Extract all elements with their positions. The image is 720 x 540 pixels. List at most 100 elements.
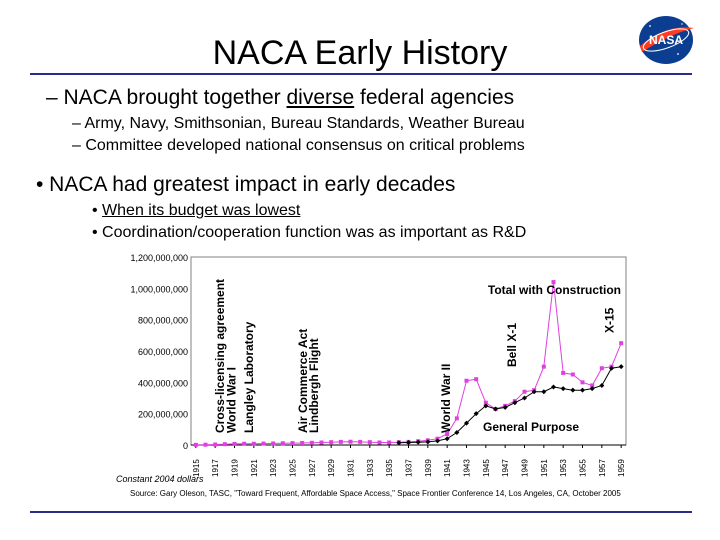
data-point-general (560, 386, 566, 392)
x-tick-label: 1941 (443, 459, 452, 477)
data-point-total (570, 372, 575, 377)
data-point-general (522, 395, 527, 401)
data-point-total (367, 440, 372, 445)
sub-bullet-agencies-list: – Army, Navy, Smithsonian, Bureau Standa… (72, 115, 525, 132)
data-point-general (464, 420, 469, 426)
data-point-general (444, 436, 450, 442)
x-tick-label: 1937 (405, 459, 414, 477)
data-point-total (522, 389, 527, 394)
data-point-general (531, 389, 537, 395)
footer-rule (30, 511, 692, 513)
data-point-total (300, 440, 305, 445)
sub-bullet-budget: • When its budget was lowest (92, 202, 300, 220)
bullet-impact: • NACA had greatest impact in early deca… (36, 173, 456, 196)
x-tick-label: 1951 (540, 459, 549, 477)
legend-label-general: General Purpose (483, 420, 579, 434)
data-point-total (348, 439, 353, 444)
event-annotation: Bell X-1 (505, 323, 519, 367)
x-tick-label: 1929 (327, 459, 336, 477)
sub3-underlined: When its budget was lowest (102, 202, 301, 219)
bullet1-underlined: diverse (286, 86, 355, 109)
event-annotation: Lindbergh Flight (307, 338, 321, 433)
data-point-total (387, 440, 392, 445)
data-point-general (580, 387, 585, 393)
data-point-general (512, 400, 518, 406)
data-point-general (406, 439, 411, 445)
event-annotation: Cross-licensing agreement (213, 279, 227, 433)
x-tick-label: 1927 (308, 459, 317, 477)
data-point-total (309, 440, 314, 445)
sub-bullet-coordination: • Coordination/cooperation function was … (92, 224, 527, 241)
x-tick-label: 1939 (424, 459, 433, 477)
data-point-total (580, 380, 585, 385)
data-point-general (609, 365, 614, 371)
data-point-general (425, 439, 431, 445)
data-point-total (561, 370, 566, 375)
data-point-general (502, 404, 508, 410)
y-tick-label: 400,000,000 (138, 378, 188, 388)
slide-title: NACA Early History (212, 34, 508, 72)
x-tick-label: 1933 (366, 459, 375, 477)
x-tick-label: 1953 (559, 459, 568, 477)
x-tick-label: 1947 (501, 459, 510, 477)
data-point-total (358, 439, 363, 444)
data-point-total (454, 416, 459, 421)
y-tick-label: 200,000,000 (138, 410, 188, 420)
data-point-total (445, 432, 450, 437)
logo-text: NASA (649, 33, 683, 47)
data-point-total (271, 441, 276, 446)
data-point-total (251, 441, 256, 446)
data-point-total (203, 442, 208, 447)
y-tick-label: 600,000,000 (138, 347, 188, 357)
x-tick-label: 1945 (482, 459, 491, 477)
data-point-general (589, 386, 595, 392)
data-point-total (464, 378, 469, 383)
sub3-pre: • (92, 202, 103, 219)
data-point-total (222, 442, 227, 447)
data-point-general (570, 387, 576, 393)
source-citation: Source: Gary Oleson, TASC, "Toward Frequ… (130, 489, 621, 498)
data-point-general (551, 384, 556, 390)
data-point-total (319, 440, 324, 445)
event-annotation: X-15 (603, 307, 617, 333)
data-point-total (329, 440, 334, 445)
data-point-general (435, 438, 440, 444)
x-tick-label: 1917 (211, 459, 220, 477)
event-annotation: Langley Laboratory (242, 321, 256, 433)
data-point-general (415, 439, 421, 445)
data-point-total (551, 280, 556, 285)
data-point-general (454, 429, 460, 435)
sub-bullet-consensus: – Committee developed national consensus… (72, 137, 525, 154)
data-point-general (618, 364, 624, 370)
data-point-general (541, 389, 547, 395)
event-annotation: World War II (439, 364, 453, 433)
data-point-total (338, 439, 343, 444)
x-tick-label: 1943 (463, 459, 472, 477)
x-tick-label: 1919 (231, 459, 240, 477)
y-tick-label: 0 (183, 441, 188, 451)
x-tick-label: 1957 (598, 459, 607, 477)
x-tick-label: 1915 (192, 459, 201, 477)
y-tick-label: 1,000,000,000 (130, 284, 188, 294)
footer-note: Constant 2004 dollars (116, 474, 204, 484)
event-annotation: Air Commerce Act (296, 329, 310, 433)
event-annotation: World War I (225, 367, 239, 433)
data-point-general (473, 411, 479, 417)
data-point-total (193, 442, 198, 447)
bullet1-pre: – NACA brought together (46, 86, 287, 109)
data-point-total (619, 341, 624, 346)
data-point-total (213, 442, 218, 447)
data-point-total (242, 441, 247, 446)
x-tick-label: 1931 (347, 459, 356, 477)
x-tick-label: 1949 (521, 459, 530, 477)
data-point-total (290, 441, 295, 446)
x-tick-label: 1955 (579, 459, 588, 477)
legend-label-total: Total with Construction (488, 283, 621, 297)
x-tick-label: 1925 (289, 459, 298, 477)
x-tick-label: 1921 (250, 459, 259, 477)
y-tick-label: 1,200,000,000 (130, 253, 188, 263)
data-point-total (590, 383, 595, 388)
x-tick-label: 1935 (385, 459, 394, 477)
data-point-total (599, 366, 604, 371)
